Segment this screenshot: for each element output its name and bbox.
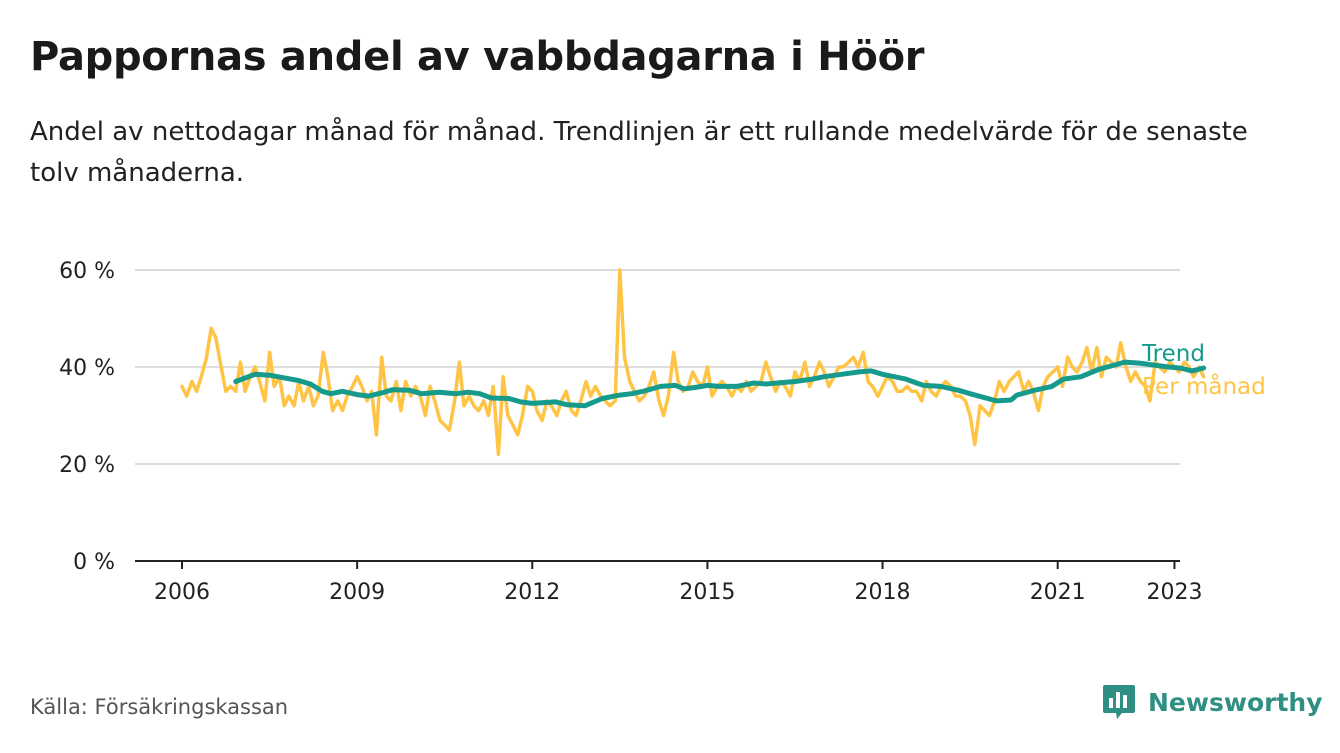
y-tick-label: 40 %: [59, 356, 115, 381]
y-tick-label: 20 %: [59, 453, 115, 478]
monthly-series-line: [180, 268, 1206, 457]
chart-title: Pappornas andel av vabbdagarna i Höör: [30, 34, 925, 80]
trend-series-line: [233, 359, 1207, 409]
legend-label-trend: Trend: [1141, 341, 1205, 367]
y-tick-label: 0 %: [73, 550, 115, 575]
x-tick-label: 2009: [329, 580, 385, 605]
x-tick-label: 2023: [1146, 580, 1202, 605]
x-tick-label: 2006: [154, 580, 210, 605]
brand-logo: Newsworthy: [1102, 683, 1323, 721]
x-tick-label: 2018: [855, 580, 911, 605]
source-note: Källa: Försäkringskassan: [30, 695, 289, 719]
legend-label-monthly: Per månad: [1142, 372, 1266, 400]
chart-subtitle: Andel av nettodagar månad för månad. Tre…: [30, 117, 1248, 188]
x-tick-label: 2015: [679, 580, 735, 605]
x-tick-label: 2021: [1030, 580, 1086, 605]
brand-name: Newsworthy: [1148, 687, 1323, 717]
newsworthy-logo-icon: [1103, 685, 1135, 719]
x-tick-label: 2012: [504, 580, 560, 605]
y-tick-label: 60 %: [59, 259, 115, 284]
